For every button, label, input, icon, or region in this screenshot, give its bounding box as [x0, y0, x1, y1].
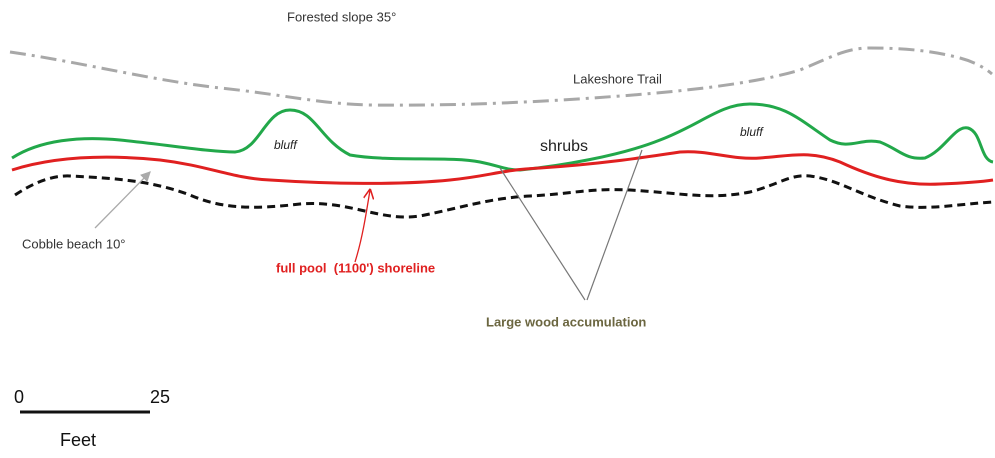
scale-unit: Feet [60, 430, 96, 450]
waterline [14, 174, 994, 219]
shoreline [11, 150, 994, 186]
wood-pointer [586, 149, 643, 301]
bluff-label: bluff [740, 125, 764, 139]
beach-arrow [94, 171, 151, 229]
wood-pointer [499, 167, 586, 301]
wood-label: Large wood accumulation [486, 314, 646, 329]
trail-label: Lakeshore Trail [573, 71, 662, 86]
shoreline-arrow [354, 190, 370, 263]
slope-label: Forested slope 35° [287, 9, 396, 24]
shoreline-label: full pool (1100') shoreline [276, 260, 435, 275]
shrubs-label: shrubs [540, 138, 588, 155]
bluff-label: bluff [274, 138, 298, 152]
scale-end: 25 [150, 387, 170, 407]
trail-line [9, 46, 993, 107]
beach-label: Cobble beach 10° [22, 236, 126, 251]
scale-start: 0 [14, 387, 24, 407]
